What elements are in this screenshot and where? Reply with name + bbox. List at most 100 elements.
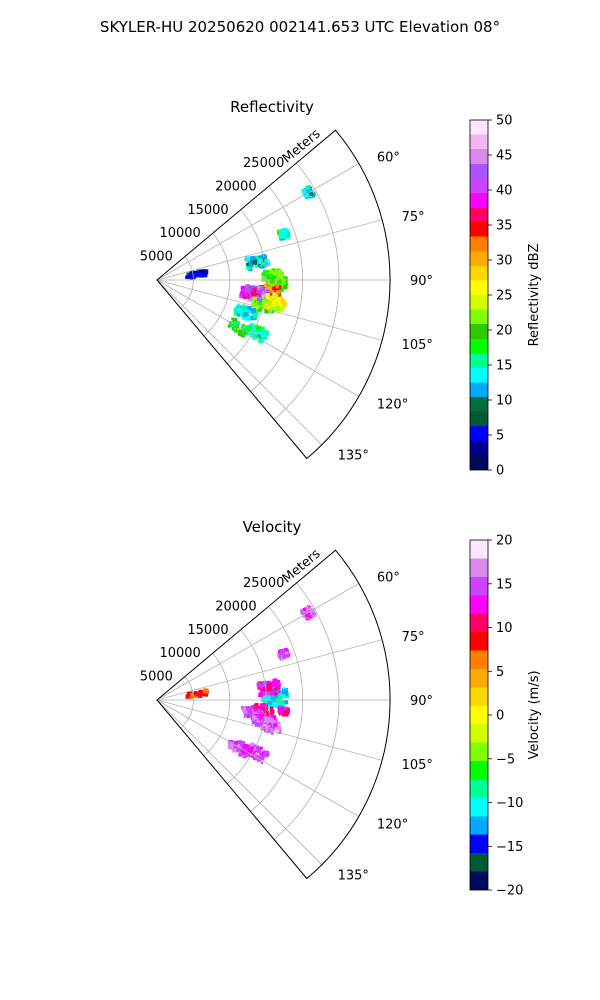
echo-gate [271, 688, 275, 692]
echo-gate [256, 285, 261, 291]
echo-gate [189, 274, 195, 280]
echo-gate [276, 272, 282, 278]
echo-gate [278, 690, 281, 693]
echo-gate [252, 296, 258, 302]
echo-gate [282, 654, 287, 659]
echo-gate [266, 704, 270, 708]
echo-gate [264, 706, 267, 709]
echo-gate [271, 720, 276, 725]
echo-cluster [233, 303, 259, 321]
echo-gate [261, 332, 267, 337]
echo-gate [240, 741, 246, 746]
echo-gate [278, 651, 281, 654]
echo-gate [312, 612, 315, 615]
echo-gate [257, 715, 261, 719]
echo-gate [227, 324, 231, 328]
echo-gate [274, 688, 280, 694]
range-ring [203, 232, 231, 337]
echo-gate [250, 256, 256, 261]
echo-gate [273, 730, 278, 736]
echo-gate [245, 332, 249, 336]
echo-gate [248, 711, 254, 716]
echo-gate [254, 310, 259, 315]
echo-gate [259, 302, 262, 305]
echo-gate [252, 259, 258, 265]
echo-cluster [239, 285, 263, 302]
echo-gate [263, 283, 267, 287]
echo-gate [231, 317, 234, 320]
azimuth-spoke [156, 163, 359, 281]
echo-gate [257, 718, 261, 721]
echo-gate [259, 753, 263, 757]
echo-gate [244, 315, 250, 321]
echo-gate [280, 649, 285, 655]
echo-gate [274, 693, 279, 698]
reflectivity-panel: Reflectivity 5000 10000 15000 20000 25000 60°… [140, 98, 542, 479]
colorbar-tick-label: 50 [496, 114, 513, 129]
echo-gate [259, 714, 265, 720]
echo-gate [276, 696, 279, 699]
echo-gate [263, 295, 266, 298]
echo-gate [263, 302, 266, 305]
echo-gate [265, 331, 269, 335]
echo-gate [261, 687, 266, 692]
echo-gate [232, 318, 238, 323]
echo-gate [190, 693, 195, 698]
echo-gate [270, 282, 276, 288]
azimuth-spoke [156, 699, 383, 761]
echo-gate [277, 707, 283, 713]
echo-gate [245, 284, 251, 290]
range-tick-label: 20000 [215, 599, 256, 614]
echo-gate [269, 714, 274, 719]
echo-gate [246, 264, 251, 270]
echo-gate [248, 310, 251, 313]
echo-gate [280, 233, 286, 239]
echo-gate [245, 289, 249, 293]
echo-gate [305, 185, 310, 190]
echo-gate [199, 272, 203, 277]
echo-gate [230, 322, 234, 326]
echo-gate [271, 286, 276, 291]
echo-gate [195, 271, 198, 274]
azimuth-tick-label: 90° [410, 694, 433, 709]
echo-gate [262, 289, 268, 294]
echo-gate [251, 709, 257, 714]
echo-gate [251, 332, 254, 336]
echo-gate [253, 337, 257, 340]
echo-gate [254, 303, 257, 306]
echo-gate [257, 711, 262, 716]
echo-gate [256, 682, 261, 687]
echo-gate [256, 304, 261, 309]
echo-gate [252, 715, 257, 721]
echo-gate [262, 270, 268, 275]
echo-gate [233, 327, 237, 330]
azimuth-tick-label: 135° [338, 449, 369, 464]
echo-gate [250, 742, 255, 747]
echo-gate [278, 282, 284, 288]
echo-gate [274, 686, 279, 690]
echo-gate [269, 709, 275, 715]
colorbar-tick-label: 25 [496, 289, 513, 304]
range-tick-label: 25000 [243, 156, 284, 171]
echo-gate [279, 288, 284, 293]
echo-gate [284, 233, 289, 238]
figure-title: SKYLER-HU 20250620 002141.653 UTC Elevat… [100, 18, 500, 36]
echo-gate [272, 702, 277, 707]
echo-gate [275, 701, 280, 706]
echo-gate [247, 750, 252, 755]
echo-gate [271, 730, 276, 735]
colorbar-tick-label: 40 [496, 184, 513, 199]
echo-gate [260, 761, 264, 764]
echo-gate [270, 706, 274, 710]
echo-gate [267, 686, 273, 692]
echo-gate [264, 710, 269, 716]
colorbar-tick-label: 35 [496, 219, 513, 234]
echo-gate [254, 305, 259, 310]
echo-gate [248, 262, 254, 267]
echo-gate [238, 307, 243, 312]
echo-gate [260, 721, 263, 725]
echo-gate [281, 273, 285, 276]
echo-gate [244, 287, 248, 291]
colorbar [469, 539, 489, 891]
